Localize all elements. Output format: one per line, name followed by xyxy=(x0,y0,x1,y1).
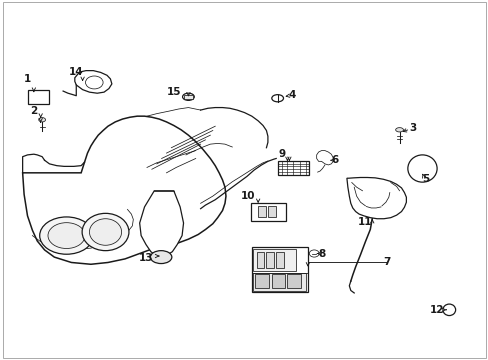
Text: 4: 4 xyxy=(288,90,295,100)
Bar xyxy=(251,247,307,292)
Text: 14: 14 xyxy=(69,67,83,77)
Bar xyxy=(27,90,49,104)
Text: 3: 3 xyxy=(408,123,415,133)
Bar xyxy=(271,274,285,288)
Ellipse shape xyxy=(82,213,129,251)
Bar xyxy=(277,161,309,175)
Ellipse shape xyxy=(395,128,403,132)
Bar xyxy=(258,206,265,217)
Bar xyxy=(266,252,273,268)
Bar xyxy=(268,206,276,217)
Text: 11: 11 xyxy=(357,217,372,227)
Ellipse shape xyxy=(309,250,319,257)
Bar xyxy=(253,249,296,271)
Text: 6: 6 xyxy=(330,155,338,165)
Ellipse shape xyxy=(39,118,45,122)
Bar xyxy=(256,252,264,268)
Polygon shape xyxy=(316,150,332,165)
Polygon shape xyxy=(346,177,406,219)
Ellipse shape xyxy=(407,155,436,182)
Text: 13: 13 xyxy=(139,253,153,263)
Polygon shape xyxy=(75,71,112,93)
Ellipse shape xyxy=(48,223,85,248)
Text: 1: 1 xyxy=(24,74,31,84)
Ellipse shape xyxy=(40,217,93,254)
Ellipse shape xyxy=(150,251,171,264)
Polygon shape xyxy=(22,116,225,264)
Ellipse shape xyxy=(442,304,455,316)
Ellipse shape xyxy=(85,76,103,89)
Text: 15: 15 xyxy=(166,87,181,97)
Ellipse shape xyxy=(89,219,122,245)
Bar xyxy=(253,273,306,291)
Text: 2: 2 xyxy=(30,106,38,116)
Text: 5: 5 xyxy=(422,174,428,184)
Ellipse shape xyxy=(182,93,194,100)
Ellipse shape xyxy=(271,95,283,102)
Bar xyxy=(255,274,268,288)
Text: 8: 8 xyxy=(317,248,325,258)
Text: 12: 12 xyxy=(429,305,444,315)
Text: 9: 9 xyxy=(278,149,285,159)
Bar xyxy=(250,203,285,221)
Bar xyxy=(183,95,192,99)
Bar xyxy=(276,252,283,268)
Text: 7: 7 xyxy=(383,257,390,267)
Text: 10: 10 xyxy=(241,191,255,201)
Polygon shape xyxy=(140,191,183,255)
Bar xyxy=(287,274,301,288)
